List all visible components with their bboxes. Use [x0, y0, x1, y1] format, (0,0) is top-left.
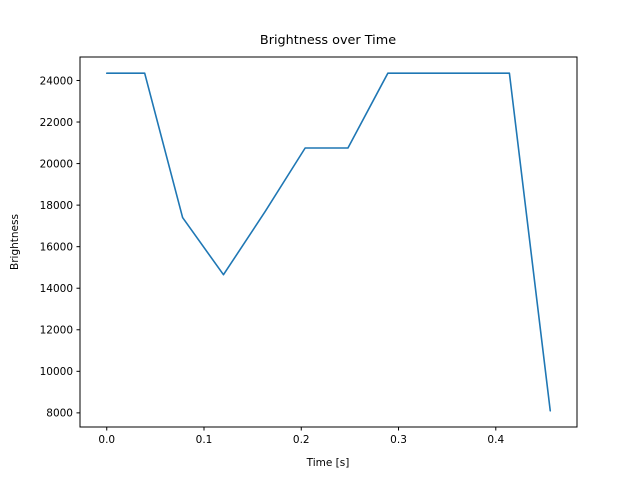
y-tick-label: 8000 — [46, 408, 73, 420]
y-tick-label: 14000 — [40, 283, 73, 295]
x-tick-label: 0.0 — [98, 434, 115, 446]
tick-marks-group — [76, 79, 497, 431]
x-axis-label: Time [s] — [306, 457, 350, 469]
y-tick-label: 12000 — [40, 325, 73, 337]
plot-background — [80, 57, 577, 427]
axes-spines — [79, 56, 578, 428]
x-tick-label: 0.2 — [293, 434, 310, 446]
y-tick-label: 16000 — [40, 241, 73, 253]
brightness-data-line — [105, 72, 552, 412]
x-tick-label: 0.3 — [390, 434, 407, 446]
y-tick-label: 24000 — [40, 75, 73, 87]
y-tick-label: 18000 — [40, 200, 73, 212]
x-tick-label: 0.4 — [487, 434, 504, 446]
y-tick-label: 20000 — [40, 158, 73, 170]
y-tick-label: 10000 — [40, 366, 73, 378]
tick-labels-group: 0.0 0.1 0.2 0.3 0.4 8000 10000 12000 14000 16000 1… — [40, 75, 505, 446]
x-tick-label: 0.1 — [196, 434, 213, 446]
y-tick-label: 22000 — [40, 117, 73, 129]
y-axis-label: Brightness — [9, 214, 21, 270]
chart-title: Brightness over Time — [260, 33, 396, 48]
